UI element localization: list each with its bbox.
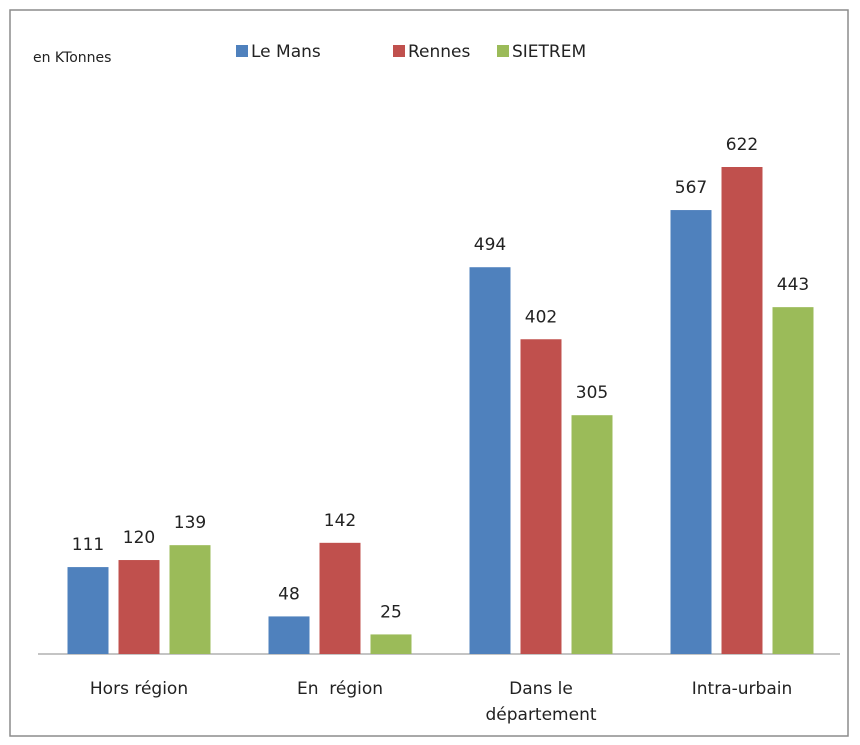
data-label: 443 (777, 275, 809, 295)
data-label: 305 (576, 383, 608, 403)
bar (370, 634, 412, 654)
x-tick-label: Hors région (89, 679, 189, 699)
bar (268, 616, 310, 654)
bar (319, 542, 361, 654)
legend-swatch (236, 45, 248, 57)
bar (118, 560, 160, 654)
bar (67, 567, 109, 654)
bar (670, 210, 712, 655)
data-label: 120 (123, 528, 155, 548)
bar (169, 545, 211, 654)
bar (520, 339, 562, 654)
data-label: 111 (72, 535, 104, 555)
data-label: 494 (474, 235, 506, 255)
legend-label: SIETREM (512, 42, 586, 62)
x-tick-label: En région (296, 679, 384, 699)
bar (571, 415, 613, 654)
x-tick-label: Intra-urbain (691, 679, 793, 699)
data-label: 48 (278, 584, 300, 604)
x-tick-label: Dans le département (485, 679, 597, 725)
bar (469, 267, 511, 654)
data-label: 622 (726, 135, 758, 155)
legend-swatch (393, 45, 405, 57)
bar (772, 307, 814, 654)
legend-label: Le Mans (251, 42, 321, 62)
data-label: 142 (324, 511, 356, 531)
bar (721, 167, 763, 654)
data-label: 25 (380, 602, 402, 622)
data-label: 402 (525, 307, 557, 327)
data-label: 567 (675, 178, 707, 198)
chart-subtitle: en KTonnes (33, 50, 111, 66)
data-label: 139 (174, 513, 206, 533)
legend-swatch (497, 45, 509, 57)
legend-label: Rennes (408, 42, 471, 62)
